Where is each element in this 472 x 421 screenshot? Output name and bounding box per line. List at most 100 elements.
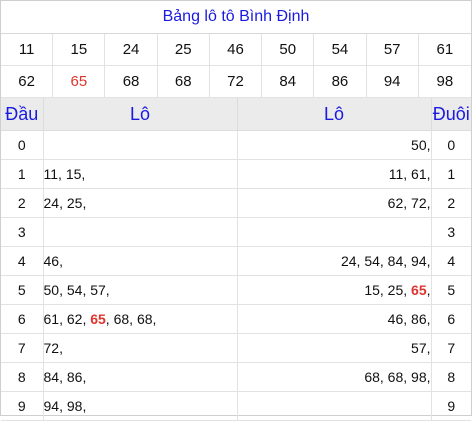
duoi-cell: 6 bbox=[431, 304, 471, 334]
dau-cell: 7 bbox=[1, 333, 44, 363]
dau-cell: 8 bbox=[1, 362, 44, 392]
number-cell: 15 bbox=[53, 34, 106, 66]
lo-number: 61 bbox=[411, 166, 427, 182]
table-row: 8 84, 86, 68, 68, 98, 8 bbox=[1, 362, 471, 392]
table-row: 2 24, 25, 62, 72, 2 bbox=[1, 188, 471, 218]
duoi-cell: 7 bbox=[431, 333, 471, 363]
table-row: 7 72, 57, 7 bbox=[1, 333, 471, 363]
number-cell: 84 bbox=[262, 66, 315, 98]
lo-number: 25 bbox=[66, 195, 83, 211]
lo-right-cell: 24, 54, 84, 94, bbox=[237, 246, 432, 276]
lo-number: 57 bbox=[90, 282, 106, 298]
lo-right-cell: 50, bbox=[237, 130, 432, 160]
table-row: 0 50, 0 bbox=[1, 130, 471, 160]
loto-table: Đầu Lô Lô Đuôi 0 50, 0 1 11, 15, 11, 61, 1 2 24,… bbox=[1, 98, 471, 421]
lo-right-cell bbox=[237, 217, 432, 247]
table-row: 9 94, 98, 9 bbox=[1, 391, 471, 421]
table-row: 5 50, 54, 57, 15, 25, 65, 5 bbox=[1, 275, 471, 305]
table-row: 1 11, 15, 11, 61, 1 bbox=[1, 159, 471, 189]
lo-number: 84 bbox=[43, 369, 60, 385]
number-cell: 50 bbox=[262, 34, 315, 66]
lo-number: 65 bbox=[411, 282, 427, 298]
number-cell: 46 bbox=[209, 34, 263, 66]
lo-number: 62 bbox=[66, 311, 83, 327]
duoi-cell: 1 bbox=[431, 159, 471, 189]
dau-cell: 3 bbox=[1, 217, 44, 247]
number-cell: 65 bbox=[53, 66, 106, 98]
lo-number: 54 bbox=[364, 253, 380, 269]
number-cell: 54 bbox=[314, 34, 367, 66]
lo-left-cell: 61, 62, 65, 68, 68, bbox=[43, 304, 238, 334]
lo-number: 68 bbox=[387, 369, 404, 385]
duoi-cell: 8 bbox=[431, 362, 471, 392]
lo-left-cell: 50, 54, 57, bbox=[43, 275, 238, 305]
lo-left-cell: 94, 98, bbox=[43, 391, 238, 421]
lo-number: 11 bbox=[43, 166, 59, 182]
lo-number: 50 bbox=[43, 282, 60, 298]
lo-left-cell: 11, 15, bbox=[43, 159, 238, 189]
number-cell: 68 bbox=[105, 66, 158, 98]
lo-right-cell: 68, 68, 98, bbox=[237, 362, 432, 392]
dau-cell: 4 bbox=[1, 246, 44, 276]
number-cell: 25 bbox=[157, 34, 210, 66]
header-lo-right: Lô bbox=[237, 98, 432, 131]
lo-number: 62 bbox=[387, 195, 404, 211]
header-row: Đầu Lô Lô Đuôi bbox=[1, 98, 471, 131]
lo-number: 94 bbox=[411, 253, 427, 269]
lo-number: 94 bbox=[43, 398, 60, 414]
duoi-cell: 4 bbox=[431, 246, 471, 276]
duoi-cell: 2 bbox=[431, 188, 471, 218]
dau-cell: 5 bbox=[1, 275, 44, 305]
number-cell: 62 bbox=[1, 66, 54, 98]
lo-number: 86 bbox=[66, 369, 83, 385]
lo-left-cell: 72, bbox=[43, 333, 238, 363]
number-cell: 86 bbox=[314, 66, 367, 98]
lo-right-cell: 62, 72, bbox=[237, 188, 432, 218]
duoi-cell: 0 bbox=[431, 130, 471, 160]
lo-right-cell: 15, 25, 65, bbox=[237, 275, 432, 305]
lo-left-cell bbox=[43, 217, 238, 247]
lo-number: 15 bbox=[364, 282, 380, 298]
duoi-cell: 3 bbox=[431, 217, 471, 247]
lo-left-cell: 84, 86, bbox=[43, 362, 238, 392]
lo-left-cell: 24, 25, bbox=[43, 188, 238, 218]
lo-number: 72 bbox=[43, 340, 60, 356]
number-cell: 24 bbox=[105, 34, 158, 66]
number-cell: 68 bbox=[157, 66, 210, 98]
lo-number: 68 bbox=[364, 369, 380, 385]
dau-cell: 1 bbox=[1, 159, 44, 189]
lo-number: 98 bbox=[411, 369, 427, 385]
lo-number: 46 bbox=[43, 253, 60, 269]
number-cell: 61 bbox=[418, 34, 471, 66]
dau-cell: 9 bbox=[1, 391, 44, 421]
lo-number: 84 bbox=[387, 253, 404, 269]
lo-number: 15 bbox=[65, 166, 82, 182]
lo-number: 86 bbox=[411, 311, 427, 327]
lo-number: 24 bbox=[43, 195, 60, 211]
lo-number: 65 bbox=[90, 311, 106, 327]
lo-number: 98 bbox=[66, 398, 83, 414]
duoi-cell: 9 bbox=[431, 391, 471, 421]
dau-cell: 2 bbox=[1, 188, 44, 218]
duoi-cell: 5 bbox=[431, 275, 471, 305]
number-cell: 94 bbox=[366, 66, 419, 98]
numbers-grid: 11 15 24 25 46 50 54 57 61 62 65 68 68 72 84 86 94 98 bbox=[1, 34, 471, 98]
lo-number: 72 bbox=[411, 195, 427, 211]
header-lo-left: Lô bbox=[43, 98, 238, 131]
lo-left-cell: 46, bbox=[43, 246, 238, 276]
table-row: 4 46, 24, 54, 84, 94, 4 bbox=[1, 246, 471, 276]
lo-number: 24 bbox=[340, 253, 357, 269]
lo-right-cell: 46, 86, bbox=[237, 304, 432, 334]
lo-right-cell: 57, bbox=[237, 333, 432, 363]
number-cell: 98 bbox=[418, 66, 471, 98]
number-cell: 72 bbox=[209, 66, 263, 98]
lo-number: 68 bbox=[136, 311, 153, 327]
lo-right-cell bbox=[237, 391, 432, 421]
header-duoi: Đuôi bbox=[431, 98, 471, 131]
dau-cell: 0 bbox=[1, 130, 44, 160]
lo-number: 25 bbox=[387, 282, 404, 298]
lo-number: 11 bbox=[388, 166, 404, 182]
lo-number: 46 bbox=[387, 311, 404, 327]
